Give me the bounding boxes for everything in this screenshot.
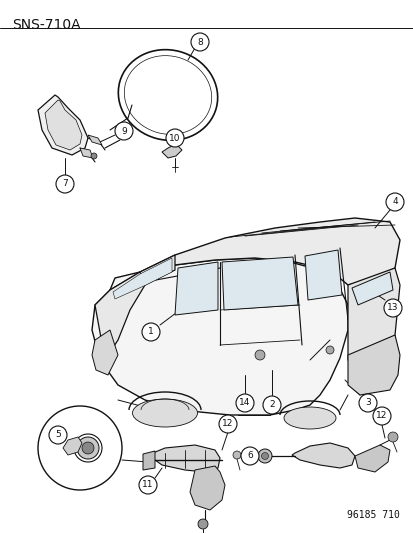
Circle shape (197, 519, 207, 529)
Circle shape (257, 449, 271, 463)
Circle shape (235, 394, 254, 412)
Circle shape (49, 426, 67, 444)
Text: 6: 6 (247, 451, 252, 461)
Text: 5: 5 (55, 431, 61, 440)
Polygon shape (110, 255, 175, 298)
Polygon shape (190, 466, 224, 510)
Polygon shape (80, 148, 93, 158)
Circle shape (262, 396, 280, 414)
Text: 12: 12 (222, 419, 233, 429)
Text: 11: 11 (142, 481, 153, 489)
Polygon shape (92, 258, 347, 415)
Polygon shape (147, 445, 219, 472)
Circle shape (358, 394, 376, 412)
Text: 9: 9 (121, 126, 126, 135)
Polygon shape (45, 100, 82, 150)
Polygon shape (304, 250, 341, 300)
Text: 7: 7 (62, 180, 68, 189)
Polygon shape (63, 437, 82, 455)
Polygon shape (140, 218, 399, 285)
Circle shape (77, 437, 99, 459)
Polygon shape (88, 135, 102, 145)
Circle shape (56, 175, 74, 193)
Ellipse shape (283, 407, 335, 429)
Text: 4: 4 (391, 198, 397, 206)
Circle shape (218, 415, 236, 433)
Circle shape (115, 122, 133, 140)
Circle shape (325, 346, 333, 354)
Polygon shape (175, 262, 218, 315)
Circle shape (254, 350, 264, 360)
Text: 3: 3 (364, 399, 370, 408)
Text: SNS-710A: SNS-710A (12, 18, 81, 32)
Circle shape (261, 453, 268, 459)
Text: 10: 10 (169, 133, 180, 142)
Circle shape (139, 476, 157, 494)
Polygon shape (92, 330, 118, 375)
Polygon shape (38, 95, 88, 155)
Polygon shape (95, 272, 145, 360)
Circle shape (82, 442, 94, 454)
Circle shape (387, 432, 397, 442)
Polygon shape (354, 445, 389, 472)
Circle shape (240, 447, 259, 465)
Ellipse shape (132, 399, 197, 427)
Circle shape (385, 193, 403, 211)
Polygon shape (347, 335, 399, 395)
Polygon shape (142, 451, 154, 470)
Polygon shape (113, 258, 171, 299)
Polygon shape (161, 144, 182, 158)
Circle shape (166, 129, 183, 147)
Circle shape (91, 153, 97, 159)
Text: 8: 8 (197, 37, 202, 46)
Text: 96185 710: 96185 710 (346, 510, 399, 520)
Text: 14: 14 (239, 399, 250, 408)
Polygon shape (221, 257, 297, 310)
Polygon shape (347, 268, 399, 370)
Polygon shape (351, 272, 392, 305)
Text: 1: 1 (148, 327, 154, 336)
Circle shape (233, 451, 240, 459)
Circle shape (383, 299, 401, 317)
Polygon shape (291, 443, 354, 468)
Text: 12: 12 (375, 411, 387, 421)
Circle shape (190, 33, 209, 51)
Circle shape (372, 407, 390, 425)
Text: 2: 2 (268, 400, 274, 409)
Text: 13: 13 (386, 303, 398, 312)
Circle shape (142, 323, 159, 341)
